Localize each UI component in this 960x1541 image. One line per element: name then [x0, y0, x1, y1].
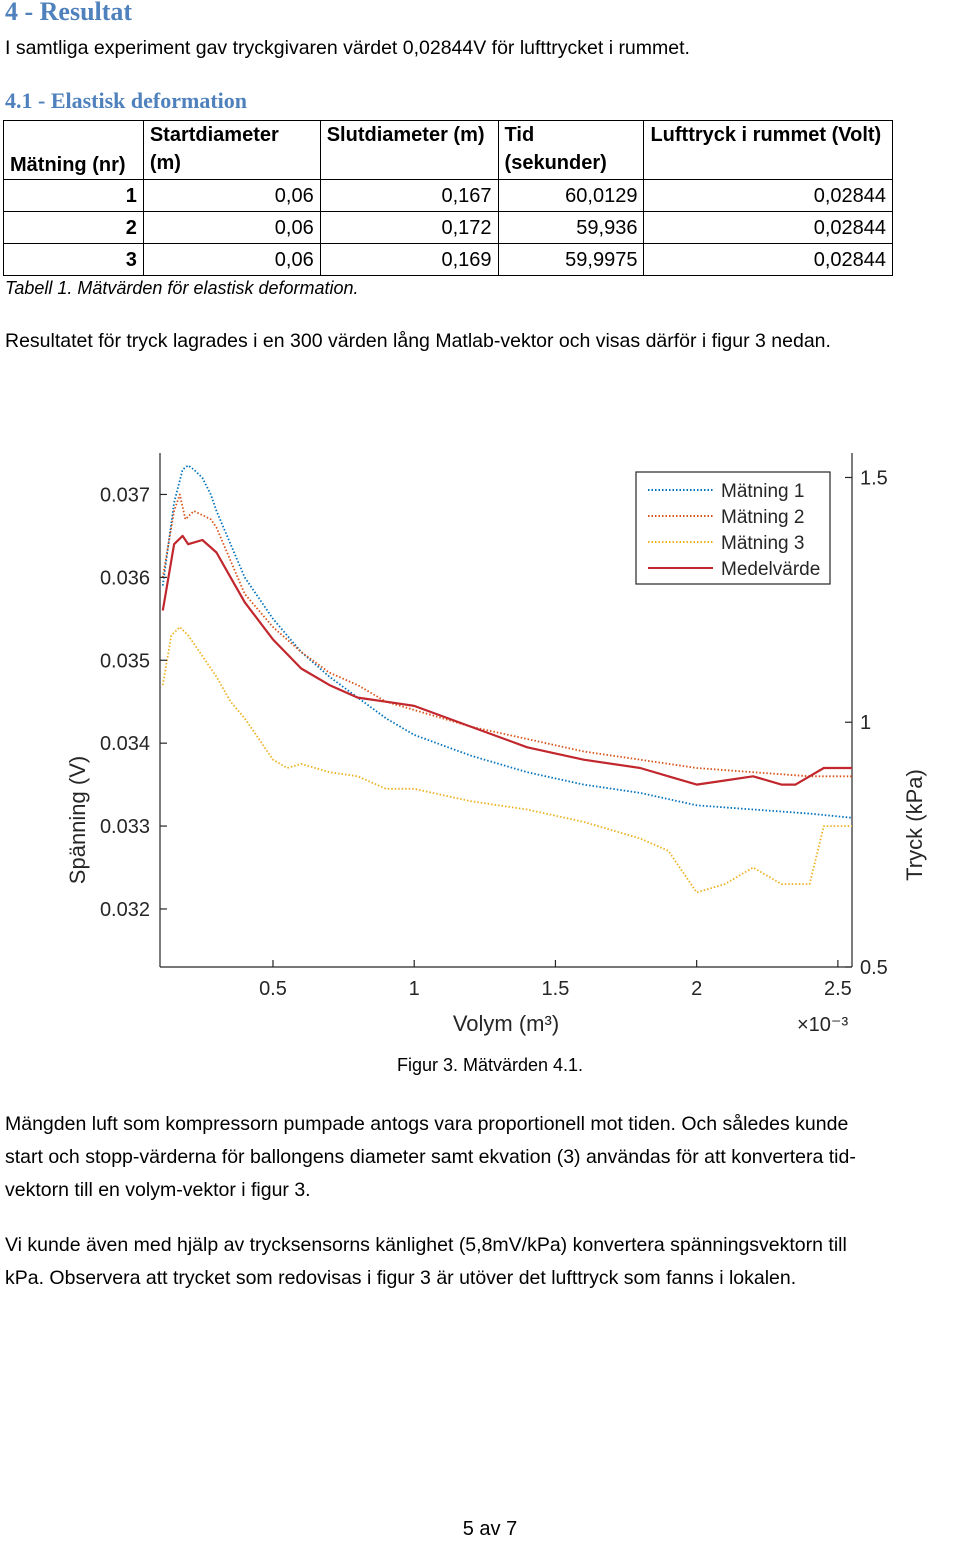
x-tick-label: 2 — [691, 978, 702, 1000]
table-header-cell: Slutdiameter (m) — [319, 120, 499, 180]
table-cell: 0,02844 — [643, 243, 893, 276]
x-tick-label: 0.5 — [259, 978, 287, 1000]
paragraph-line: kPa. Observera att trycket som redovisas… — [5, 1267, 797, 1289]
x-axis-multiplier: ×10⁻³ — [797, 1014, 848, 1036]
legend-entry: Medelvärde — [721, 559, 820, 580]
paragraph-pressure: Vi kunde även med hjälp av trycksensorns… — [5, 1229, 847, 1295]
series-line-2 — [161, 493, 852, 778]
table-cell: 0,06 — [142, 211, 321, 244]
y-axis-right-label: Tryck (kPa) — [902, 769, 927, 881]
table-header-cell: Mätning (nr) — [3, 120, 144, 180]
table-header-cell: Startdiameter (m) — [142, 120, 321, 180]
legend-entry: Mätning 3 — [721, 533, 804, 554]
intro-text: I samtliga experiment gav tryckgivaren v… — [5, 37, 690, 59]
table-cell: 60,0129 — [497, 179, 645, 212]
y-left-tick-label: 0.037 — [100, 484, 150, 506]
series-line-4 — [161, 534, 852, 786]
table-row: 1 0,06 0,167 60,0129 0,02844 — [3, 179, 893, 212]
series-line-3 — [161, 626, 852, 894]
table-header-cell: Lufttryck i rummet (Volt) — [643, 120, 893, 180]
page-number: 5 av 7 — [462, 1518, 518, 1540]
x-tick-label: 1 — [409, 978, 420, 1000]
table-row: 3 0,06 0,169 59,9975 0,02844 — [3, 243, 893, 276]
y-right-tick-label: 1 — [860, 712, 871, 734]
y-left-tick-label: 0.036 — [100, 567, 150, 589]
y-axis-left-label: Spänning (V) — [65, 756, 90, 884]
paragraph-volume: Mängden luft som kompressorn pumpade ant… — [5, 1108, 856, 1207]
chart-series — [161, 464, 853, 894]
table-cell: 0,02844 — [643, 211, 893, 244]
table-cell: 2 — [3, 211, 144, 244]
section-heading: 4 - Resultat — [5, 0, 133, 26]
y-left-tick-label: 0.032 — [100, 899, 150, 921]
x-axis-label: Volym (m³) — [453, 1011, 559, 1036]
table-cell: 3 — [3, 243, 144, 276]
legend-entry: Mätning 1 — [721, 481, 804, 502]
table-cell: 0,02844 — [643, 179, 893, 212]
table-header-cell: Tid (sekunder) — [497, 120, 645, 180]
table-cell: 59,9975 — [497, 243, 645, 276]
y-right-tick-label: 1.5 — [860, 467, 888, 489]
chart-legend: Mätning 1 Mätning 2 Mätning 3 Medelvärde — [635, 471, 831, 585]
table-caption: Tabell 1. Mätvärden för elastisk deforma… — [5, 278, 359, 298]
table-header-row: Mätning (nr) Startdiameter (m) Slutdiame… — [3, 120, 893, 180]
table-cell: 0,172 — [319, 211, 499, 244]
series-line-1 — [161, 464, 853, 819]
table-cell: 0,169 — [319, 243, 499, 276]
chart-ticks: 0.5 1 1.5 2 2.5 0.032 0.033 0.034 0.035 0.036 0.03… — [100, 467, 888, 1000]
legend-box — [635, 471, 831, 585]
table-cell: 0,06 — [142, 243, 321, 276]
x-tick-label: 2.5 — [824, 978, 852, 1000]
paragraph-line: start och stopp-värderna för ballongens … — [5, 1146, 856, 1168]
paragraph-line: vektorn till en volym-vektor i figur 3. — [5, 1179, 311, 1201]
table-cell: 0,167 — [319, 179, 499, 212]
pressure-volume-chart: 0.5 1 1.5 2 2.5 0.032 0.033 0.034 0.035 0.036 0.03… — [65, 453, 927, 1036]
table-row: 2 0,06 0,172 59,936 0,02844 — [3, 211, 893, 244]
results-table: Mätning (nr) Startdiameter (m) Slutdiame… — [3, 120, 893, 276]
table-cell: 59,936 — [497, 211, 645, 244]
y-right-tick-label: 0.5 — [860, 957, 888, 979]
y-left-tick-label: 0.034 — [100, 733, 150, 755]
legend-entry: Mätning 2 — [721, 507, 804, 528]
subsection-heading: 4.1 - Elastisk deformation — [5, 88, 247, 113]
table-cell: 1 — [3, 179, 144, 212]
paragraph-figure-intro: Resultatet för tryck lagrades i en 300 v… — [5, 330, 831, 352]
x-tick-label: 1.5 — [542, 978, 570, 1000]
paragraph-line: Vi kunde även med hjälp av trycksensorns… — [5, 1234, 847, 1256]
table-cell: 0,06 — [142, 179, 321, 212]
chart-axes — [159, 453, 853, 968]
y-left-tick-label: 0.035 — [100, 650, 150, 672]
y-left-tick-label: 0.033 — [100, 816, 150, 838]
paragraph-line: Mängden luft som kompressorn pumpade ant… — [5, 1113, 849, 1135]
figure-caption: Figur 3. Mätvärden 4.1. — [396, 1055, 584, 1075]
